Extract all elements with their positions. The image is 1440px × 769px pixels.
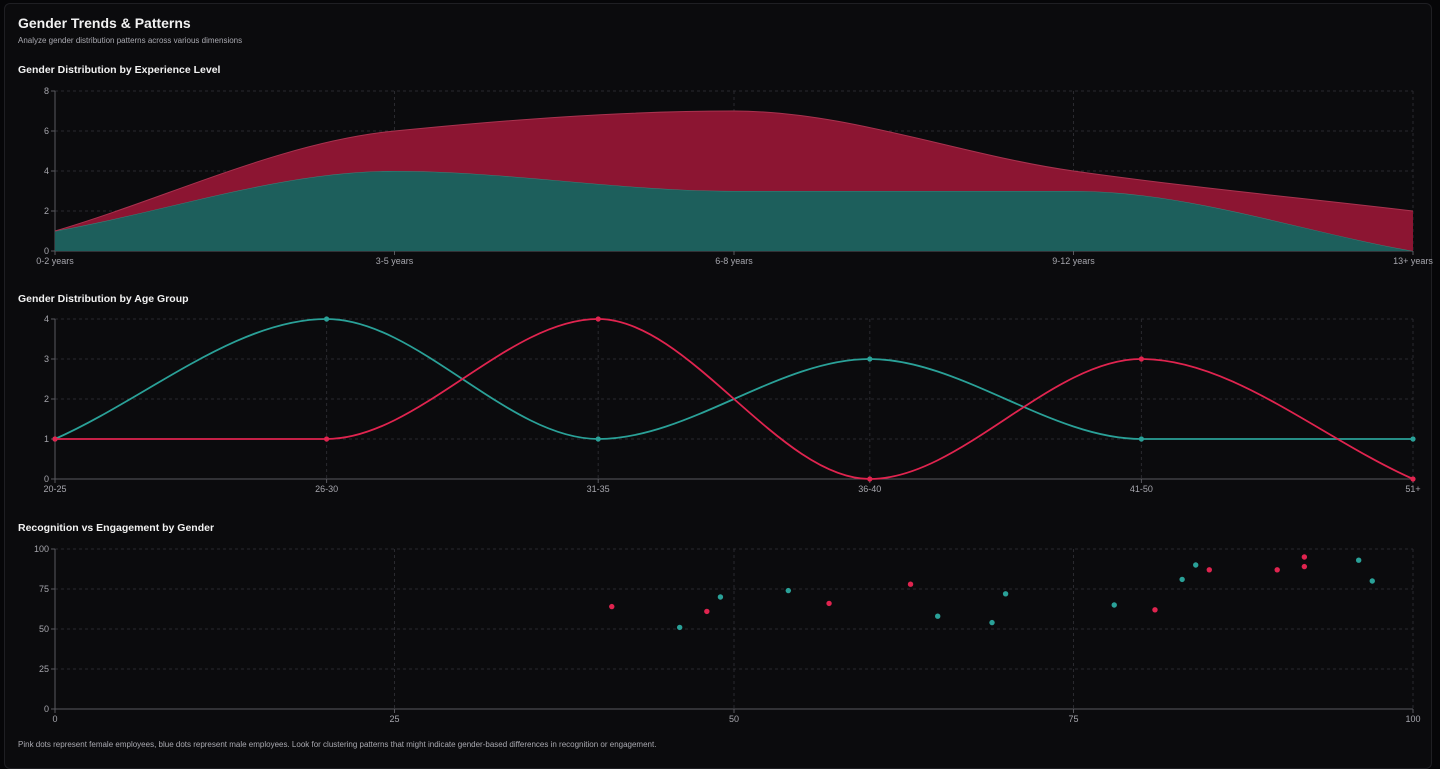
scatter-ytick-label-0: 0 (44, 704, 49, 714)
scatter-point-s0-6 (1274, 567, 1280, 573)
scatter-chart-title: Recognition vs Engagement by Gender (18, 522, 215, 534)
age-point-s0-1 (324, 316, 330, 322)
scatter-point-s1-1 (717, 594, 724, 600)
age-line-series-1 (55, 318, 1414, 480)
scatter-point-s1-8 (1193, 562, 1199, 568)
exp-xtick-label-2: 6-8 years (715, 256, 753, 266)
age-point-s0-5 (1410, 436, 1416, 442)
scatter-ytick-label-2: 50 (39, 624, 49, 634)
age-line-chart: 0 1 2 3 4 20-25 26-30 31-35 36-40 41-50 51+ (43, 314, 1420, 494)
age-point-s1-2 (595, 316, 601, 322)
scatter-point-s1-3 (935, 613, 941, 619)
exp-area-series-1 (55, 111, 1413, 251)
recognition-engagement-scatter: 0 25 50 75 100 0 25 50 75 100 (34, 544, 1421, 724)
scatter-point-s0-5 (1206, 567, 1213, 573)
exp-xtick-label-1: 3-5 years (376, 256, 414, 266)
scatter-point-s1-7 (1179, 576, 1185, 583)
scatter-point-s0-8 (1301, 554, 1308, 560)
age-xtick-label-5: 51+ (1405, 484, 1420, 494)
exp-ytick-label-4: 8 (44, 86, 49, 96)
age-point-s1-0 (52, 436, 58, 442)
age-xtick-label-4: 41-50 (1130, 484, 1153, 494)
age-point-s0-4 (1138, 436, 1144, 442)
age-ytick-label-4: 4 (44, 314, 49, 324)
age-ytick-label-3: 3 (44, 354, 49, 364)
age-xtick-label-3: 36-40 (858, 484, 881, 494)
scatter-xtick-label-1: 25 (389, 714, 399, 724)
age-xtick-label-2: 31-35 (587, 484, 610, 494)
scatter-xtick-label-2: 50 (729, 714, 739, 724)
scatter-point-s1-4 (989, 619, 995, 626)
age-point-s1-3 (867, 476, 873, 482)
scatter-xtick-label-4: 100 (1405, 714, 1420, 724)
age-chart-title: Gender Distribution by Age Group (18, 293, 189, 305)
age-point-s0-2 (595, 436, 601, 442)
age-point-s0-3 (867, 356, 873, 362)
scatter-point-s1-10 (1369, 578, 1375, 584)
exp-ytick-label-3: 6 (44, 126, 49, 136)
scatter-point-s1-5 (1002, 591, 1009, 597)
exp-ytick-label-2: 4 (44, 166, 49, 176)
exp-xtick-label-4: 13+ years (1393, 256, 1433, 266)
scatter-point-s1-2 (785, 587, 792, 594)
age-xtick-label-0: 20-25 (43, 484, 66, 494)
scatter-point-s0-2 (826, 600, 832, 607)
scatter-ytick-label-1: 25 (39, 664, 49, 674)
scatter-footnote: Pink dots represent female employees, bl… (18, 740, 657, 749)
exp-xtick-label-3: 9-12 years (1052, 256, 1095, 266)
scatter-xtick-label-3: 75 (1068, 714, 1078, 724)
scatter-point-s0-3 (907, 581, 914, 587)
page-subtitle: Analyze gender distribution patterns acr… (18, 36, 243, 45)
age-xtick-label-1: 26-30 (315, 484, 338, 494)
scatter-xtick-label-0: 0 (52, 714, 57, 724)
exp-area-outline-series-1 (54, 110, 1414, 232)
scatter-point-s0-4 (1152, 607, 1158, 613)
experience-chart-title: Gender Distribution by Experience Level (18, 64, 221, 76)
scatter-point-s0-1 (704, 608, 710, 615)
scatter-point-s0-7 (1301, 563, 1308, 570)
age-point-s1-5 (1410, 476, 1416, 482)
scatter-point-s1-6 (1111, 602, 1117, 608)
exp-ytick-label-0: 0 (44, 246, 49, 256)
age-point-s1-4 (1138, 356, 1144, 362)
exp-xtick-label-0: 0-2 years (36, 256, 74, 266)
age-ytick-label-0: 0 (44, 474, 49, 484)
scatter-ytick-label-4: 100 (34, 544, 49, 554)
scatter-point-s1-0 (676, 624, 683, 631)
age-line-series-0 (54, 318, 1413, 440)
age-ytick-label-1: 1 (44, 434, 49, 444)
experience-area-chart: 0 2 4 6 8 0-2 years 3-5 years 6-8 years 9-12 yea… (36, 86, 1433, 266)
page-title: Gender Trends & Patterns (18, 15, 191, 31)
exp-ytick-label-1: 2 (44, 206, 49, 216)
scatter-ytick-label-3: 75 (39, 584, 49, 594)
scatter-point-s1-9 (1355, 557, 1362, 563)
age-ytick-label-2: 2 (44, 394, 49, 404)
scatter-point-s0-0 (609, 603, 615, 610)
age-point-s1-1 (324, 436, 330, 442)
